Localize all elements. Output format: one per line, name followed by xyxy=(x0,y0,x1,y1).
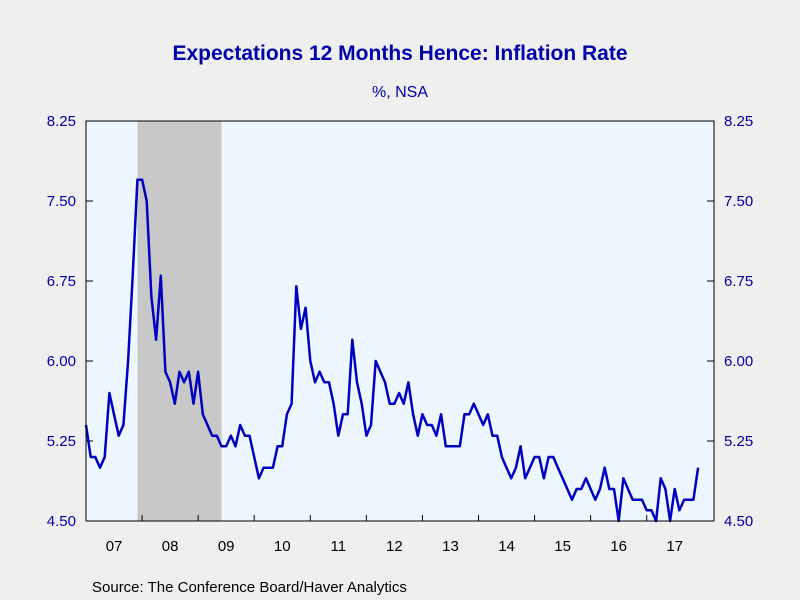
x-tick-label: 07 xyxy=(106,538,123,555)
x-tick-label: 10 xyxy=(274,538,291,555)
y-tick-label-left: 7.50 xyxy=(47,193,76,210)
y-tick-label-right: 7.50 xyxy=(724,193,753,210)
x-tick-label: 16 xyxy=(610,538,627,555)
source-note: Source: The Conference Board/Haver Analy… xyxy=(92,579,407,596)
y-tick-label-right: 6.75 xyxy=(724,273,753,290)
x-tick-label: 08 xyxy=(162,538,179,555)
y-tick-label-right: 4.50 xyxy=(724,513,753,530)
x-tick-label: 13 xyxy=(442,538,459,555)
y-tick-label-left: 5.25 xyxy=(47,433,76,450)
y-tick-label-right: 6.00 xyxy=(724,353,753,370)
y-tick-label-left: 4.50 xyxy=(47,513,76,530)
y-tick-label-left: 6.00 xyxy=(47,353,76,370)
x-tick-label: 12 xyxy=(386,538,403,555)
y-axis-left: 8.25 7.50 6.75 6.00 5.25 4.50 xyxy=(47,113,93,530)
plot-border xyxy=(85,120,715,522)
series-line xyxy=(84,178,700,523)
x-tick-label: 17 xyxy=(666,538,683,555)
x-tick-label: 11 xyxy=(331,538,347,555)
x-tick-label: 14 xyxy=(498,538,515,555)
y-tick-label-left: 6.75 xyxy=(47,273,76,290)
y-axis-right: 8.25 7.50 6.75 6.00 5.25 4.50 xyxy=(707,113,753,530)
recession-shading xyxy=(137,121,222,521)
x-axis: 07 08 09 10 11 12 13 14 15 16 17 xyxy=(85,515,683,555)
chart-subtitle: %, NSA xyxy=(372,84,428,101)
x-tick-label: 15 xyxy=(554,538,571,555)
y-tick-label-right: 5.25 xyxy=(724,433,753,450)
y-tick-label-right: 8.25 xyxy=(724,113,753,130)
chart-title: Expectations 12 Months Hence: Inflation … xyxy=(172,42,627,65)
y-tick-label-left: 8.25 xyxy=(47,113,76,130)
x-tick-label: 09 xyxy=(218,538,235,555)
